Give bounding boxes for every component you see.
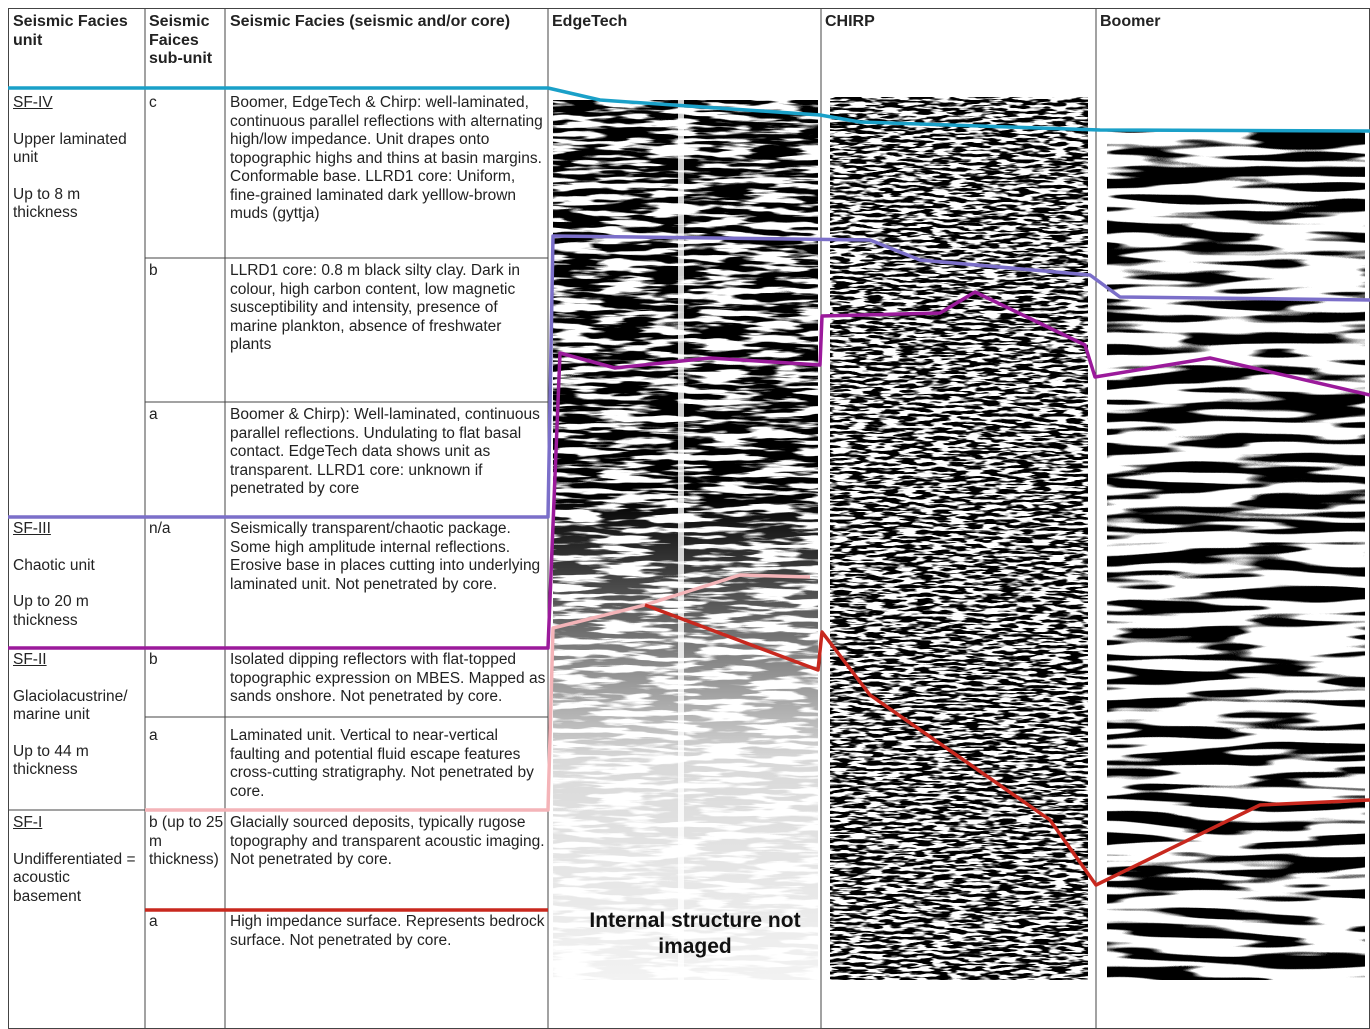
column-header: EdgeTech [552,13,812,32]
subunit-id: b (up to 25 m thickness) [149,814,225,870]
column-header: Seismic Facies (seismic and/or core) [230,13,545,32]
facies-description: Boomer, EdgeTech & Chirp: well-laminated… [230,94,546,224]
column-header: Boomer [1100,13,1360,32]
column-header: Seismic Facies unit [13,13,143,50]
subunit-id: b [149,262,225,281]
subunit-id: n/a [149,520,225,539]
facies-description: Isolated dipping reflectors with flat-to… [230,651,546,707]
image-note: Internal structure not imaged [560,908,830,960]
column-header: Seismic Faices sub-unit [149,13,223,69]
figure [0,0,1370,1029]
unit-thickness: Up to 20 m thickness [13,593,141,630]
unit-cell: SF-I Undifferentiated = acoustic basement [13,814,141,924]
subunit-id: c [149,94,225,113]
unit-code: SF-II [13,651,141,670]
unit-name: Upper laminated unit [13,131,141,168]
subunit-id: a [149,406,225,425]
subunit-id: b [149,651,225,670]
facies-description: Laminated unit. Vertical to near-vertica… [230,727,546,801]
subunit-id: a [149,913,225,932]
unit-name: Chaotic unit [13,557,141,576]
facies-description: High impedance surface. Represents bedro… [230,913,546,950]
unit-cell: SF-II Glaciolacustrine/ marine unit Up to … [13,651,141,798]
unit-name: Undifferentiated = acoustic basement [13,851,141,907]
unit-cell: SF-III Chaotic unit Up to 20 m thickness [13,520,141,648]
facies-description: LLRD1 core: 0.8 m black silty clay. Dark… [230,262,546,355]
unit-thickness: Up to 8 m thickness [13,186,141,223]
facies-description: Boomer & Chirp): Well-laminated, continu… [230,406,546,499]
unit-name: Glaciolacustrine/ marine unit [13,688,141,725]
edgetech-image [553,100,818,980]
unit-code: SF-IV [13,94,141,113]
chirp-image [830,97,1088,980]
unit-cell: SF-IV Upper laminated unit Up to 8 m thick… [13,94,141,241]
page: {"header": ["Seismic Facies unit", "Seis… [0,0,1370,1029]
facies-description: Seismically transparent/chaotic package.… [230,520,546,594]
unit-thickness: Up to 44 m thickness [13,743,141,780]
column-header: CHIRP [825,13,1085,32]
unit-code: SF-III [13,520,141,539]
facies-description: Glacially sourced deposits, typically ru… [230,814,546,870]
boomer-image [1107,130,1365,980]
unit-code: SF-I [13,814,141,833]
subunit-id: a [149,727,225,746]
